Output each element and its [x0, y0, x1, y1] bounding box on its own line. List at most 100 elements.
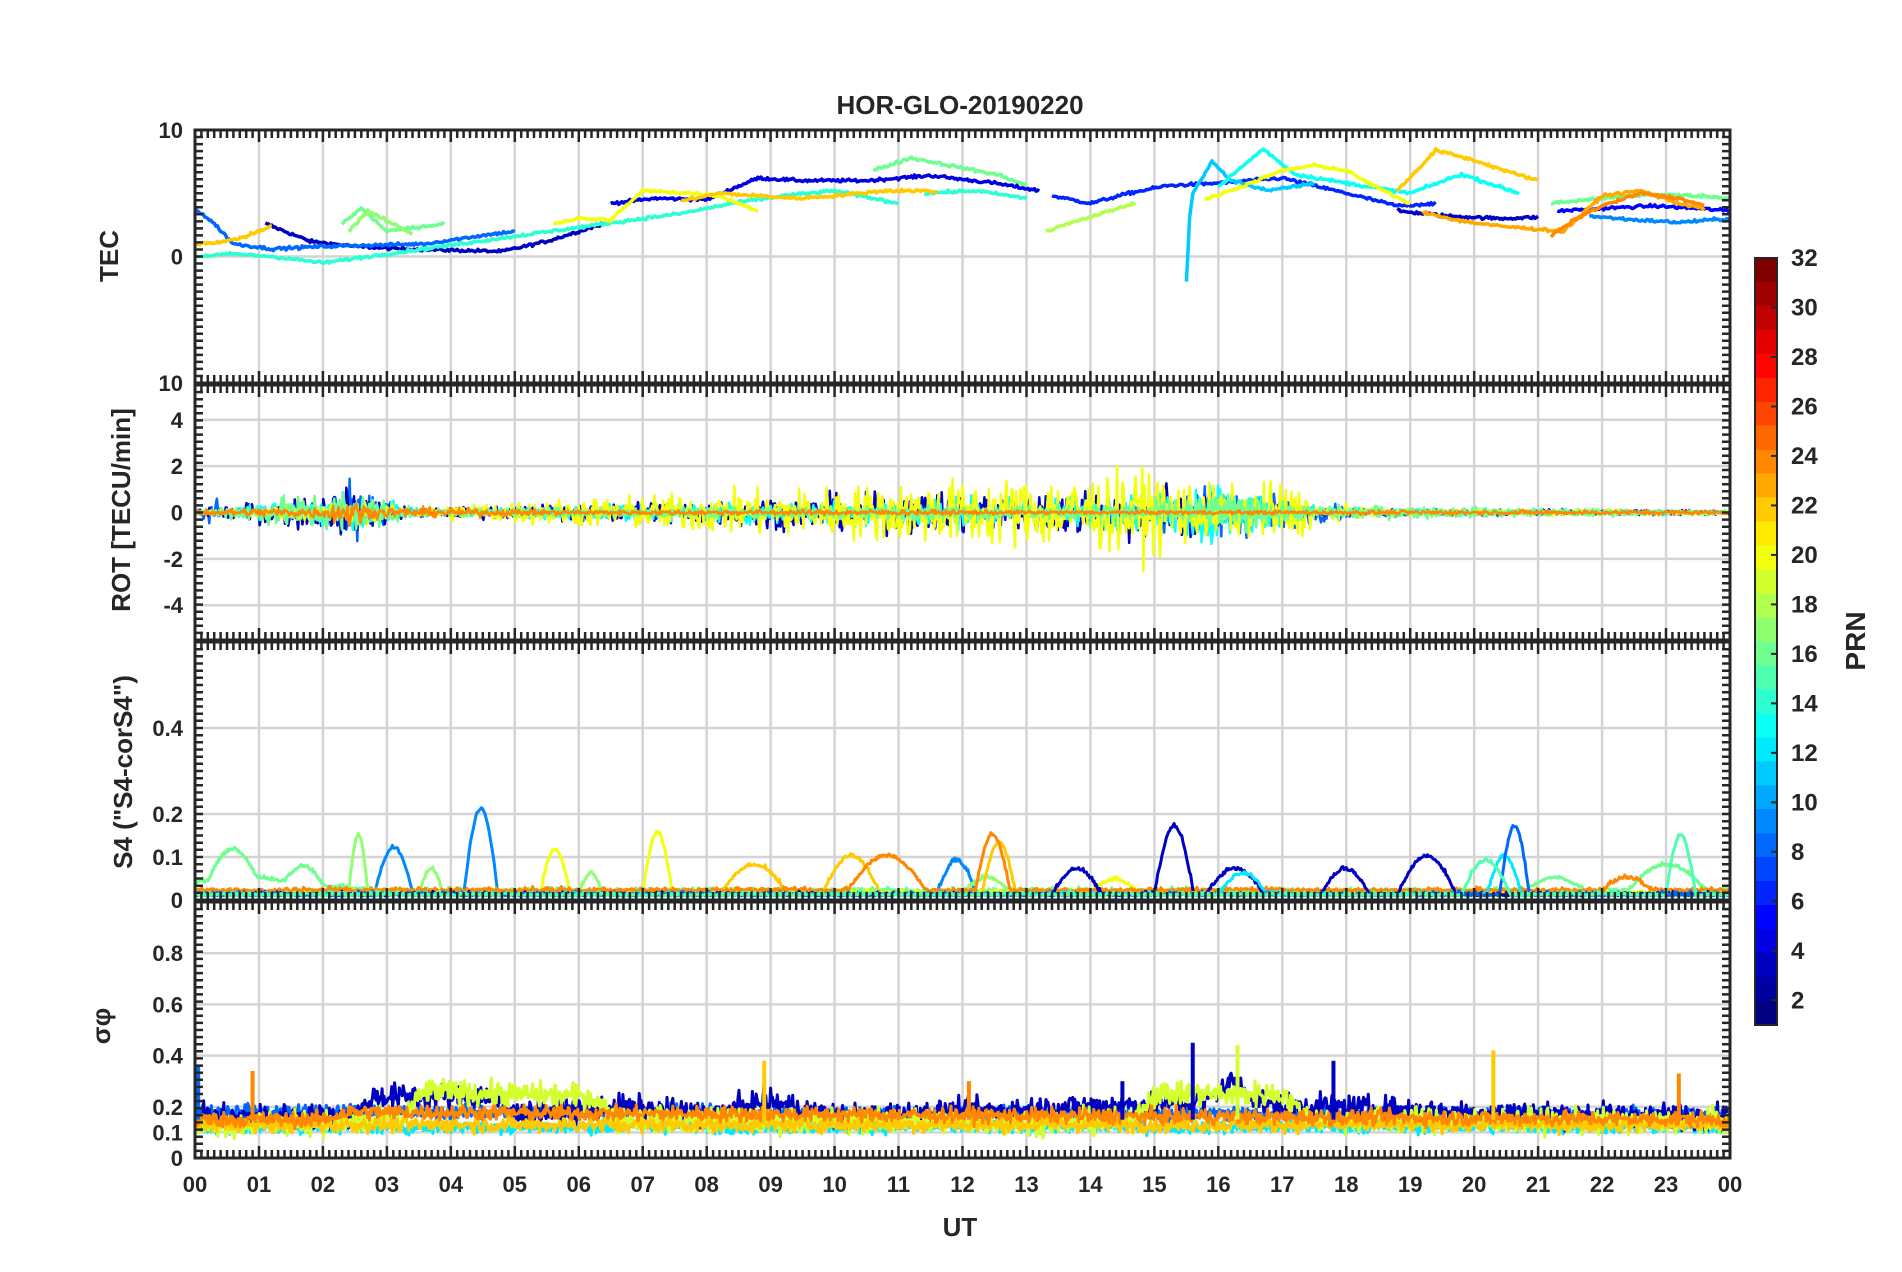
y-tick-label: -2: [163, 547, 183, 572]
x-tick-label: 05: [503, 1172, 527, 1197]
colorbar-tick-label: 4: [1791, 938, 1805, 965]
plot-frame: [193, 128, 1732, 385]
x-tick-label: 02: [311, 1172, 335, 1197]
tec-series-prn-18: [1045, 201, 1137, 233]
x-tick-label: 01: [247, 1172, 271, 1197]
tec-series-prn-13: [1217, 147, 1520, 196]
plot-frame: [193, 383, 1732, 642]
y-tick-label: 10: [159, 371, 183, 396]
tec-series-prn-11: [1184, 159, 1315, 282]
chart-title: HOR-GLO-20190220: [836, 90, 1083, 120]
y-tick-label: 0.2: [152, 1095, 183, 1120]
x-tick-label: 07: [630, 1172, 654, 1197]
colorbar-tick-label: 16: [1791, 641, 1818, 668]
x-axis-label: UT: [943, 1212, 978, 1242]
tec-series-prn-22: [1395, 146, 1539, 193]
y-axis-label-s4: S4 ("S4-corS4"): [108, 675, 138, 869]
rot-series-prn-24: [195, 502, 1730, 528]
y-tick-label: 0.1: [152, 1120, 183, 1145]
panel-tec: 10 0 10 TEC: [94, 118, 1732, 396]
colorbar-tick-label: 6: [1791, 888, 1804, 915]
colorbar-tick-label: 14: [1791, 690, 1818, 717]
x-tick-label: 20: [1462, 1172, 1486, 1197]
y-tick-label: 0.6: [152, 992, 183, 1017]
sigma-series-prn-24: [195, 1102, 1730, 1131]
series-group: [195, 146, 1730, 282]
x-tick-label: 13: [1014, 1172, 1038, 1197]
y-tick-label: 4: [171, 408, 184, 433]
x-tick-label: 18: [1334, 1172, 1358, 1197]
y-tick-label: 0: [171, 1146, 183, 1171]
tec-series-prn-14: [923, 188, 1028, 201]
x-tick-labels: 00 01 02 03 04 05 06 07 08 09 10 11 12 13 14 15 16 17 18 19…: [183, 1172, 1742, 1197]
tec-series-prn-22: [680, 187, 939, 203]
x-tick-label: 19: [1398, 1172, 1422, 1197]
tec-series-prn-6: [1051, 175, 1437, 208]
panel-s4: 0.4 0.2 0.1 0 S4 ("S4-corS4"): [108, 640, 1732, 913]
tec-series-prn-24: [1549, 190, 1705, 239]
tec-series-prn-9: [1588, 214, 1730, 225]
tec-series-prn-8: [195, 207, 516, 253]
x-tick-label: 04: [439, 1172, 464, 1197]
tec-series-prn-17: [347, 208, 414, 236]
panel-rot: 4 2 0 -2 -4 ROT [TECU/min]: [106, 383, 1732, 642]
x-tick-label: 11: [887, 1172, 910, 1197]
plot-frame: [193, 640, 1732, 902]
colorbar-tick-label: 10: [1791, 789, 1818, 816]
y-axis-label-tec: TEC: [94, 230, 124, 282]
colorbar-tick-label: 8: [1791, 839, 1804, 866]
x-tick-label: 06: [567, 1172, 591, 1197]
tec-series-prn-20: [552, 187, 759, 226]
x-tick-label: 14: [1078, 1172, 1103, 1197]
y-tick-label: 10: [159, 118, 183, 143]
colorbar-tick-label: 30: [1791, 294, 1818, 321]
tec-series-prn-16: [1550, 192, 1730, 206]
colorbar-tick-label: 20: [1791, 542, 1818, 569]
grid: [195, 642, 1730, 900]
y-tick-label: 0.4: [152, 1044, 183, 1069]
x-tick-label: 09: [758, 1172, 782, 1197]
x-tick-label: 21: [1526, 1172, 1550, 1197]
colorbar-tick-label: 24: [1791, 443, 1818, 470]
x-tick-label: 22: [1590, 1172, 1614, 1197]
tec-series-prn-22: [195, 224, 272, 247]
x-tick-label: 03: [375, 1172, 399, 1197]
y-tick-label: -4: [163, 593, 183, 618]
x-tick-label: 12: [950, 1172, 974, 1197]
colorbar-tick-label: 32: [1791, 245, 1818, 272]
y-tick-label: 0.1: [152, 845, 183, 870]
x-tick-label: 00: [183, 1172, 207, 1197]
x-tick-label: 17: [1270, 1172, 1294, 1197]
y-tick-label: 0.8: [152, 941, 183, 966]
tec-series-prn-16: [872, 155, 1028, 188]
colorbar-tick-label: 12: [1791, 740, 1818, 767]
tec-series-prn-3: [264, 221, 606, 254]
y-axis-label-sigma_phi: σφ: [86, 1008, 116, 1044]
colorbar-tick-label: 26: [1791, 393, 1818, 420]
y-tick-label: 0: [171, 888, 183, 913]
x-tick-label: 08: [694, 1172, 718, 1197]
y-tick-label: 0: [171, 245, 183, 270]
grid: [195, 130, 1730, 383]
y-tick-label: 0.2: [152, 802, 183, 827]
y-tick-label: 2: [171, 454, 183, 479]
plot-frame: [193, 900, 1732, 1160]
series-group: [195, 464, 1730, 573]
colorbar-tick-label: 18: [1791, 591, 1818, 618]
tec-series-prn-3: [1396, 207, 1540, 222]
tec-series-prn-16: [340, 206, 446, 234]
y-tick-label: 0: [171, 501, 183, 526]
colorbar-tick-label: 22: [1791, 492, 1818, 519]
colorbar-gradient: [1754, 257, 1778, 1026]
x-tick-label: 23: [1654, 1172, 1678, 1197]
tec-series-prn-23: [1421, 188, 1706, 235]
tec-series-prn-20: [1204, 162, 1411, 205]
colorbar-label: PRN: [1840, 611, 1871, 670]
x-tick-label: 16: [1206, 1172, 1230, 1197]
x-tick-label: 10: [822, 1172, 846, 1197]
colorbar-tick-label: 2: [1791, 987, 1804, 1014]
colorbar-tick-label: 28: [1791, 344, 1818, 371]
